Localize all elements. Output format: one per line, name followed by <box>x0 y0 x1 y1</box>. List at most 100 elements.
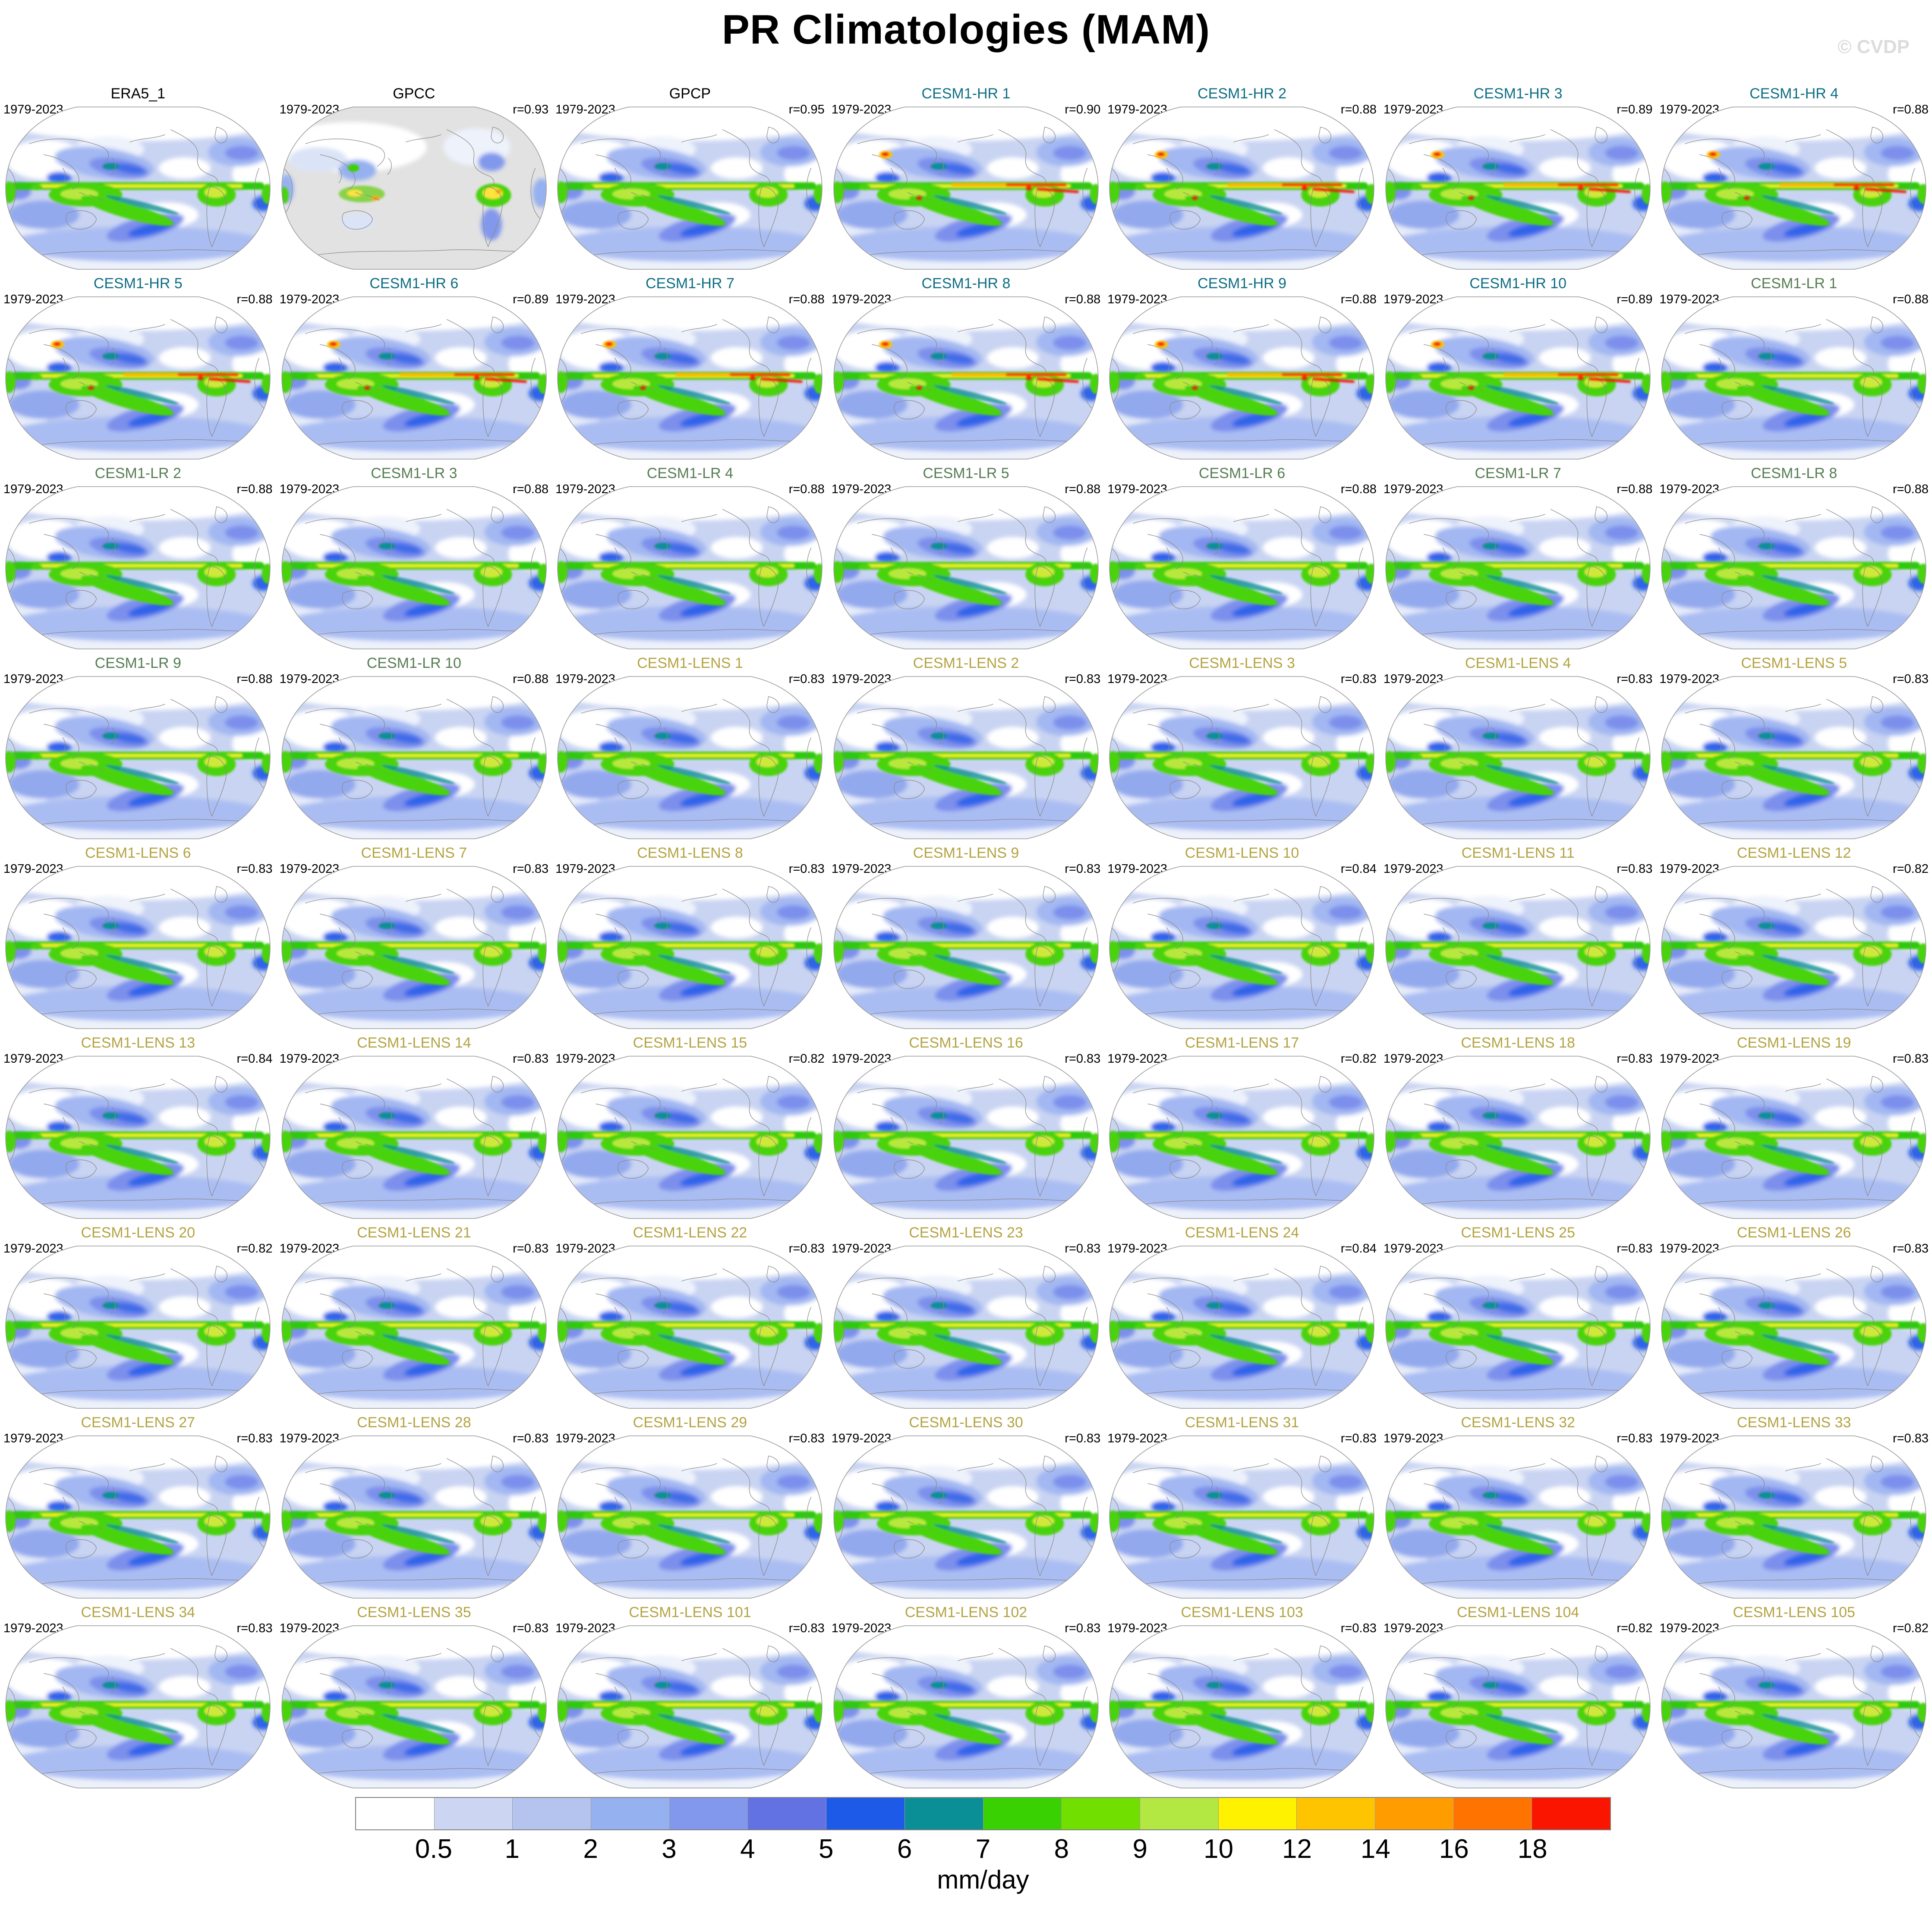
colorbar-segment <box>748 1798 827 1829</box>
panel-r-value: r=0.82 <box>1892 1621 1929 1635</box>
panel-period: 1979-2023 <box>1659 482 1720 496</box>
panel-r-value: r=0.83 <box>788 1621 825 1635</box>
colorbar-segment <box>434 1798 513 1829</box>
panel-title: CESM1-LR 5 <box>923 465 1009 482</box>
panel-r-value: r=0.83 <box>788 672 825 686</box>
map-panel: CESM1-LENS 102 1979-2023 r=0.83 <box>828 1602 1104 1791</box>
panel-r-value: r=0.89 <box>1617 293 1653 306</box>
panel-r-value: r=0.88 <box>513 482 549 496</box>
map-panel: CESM1-LENS 35 1979-2023 r=0.83 <box>276 1602 552 1791</box>
colorbar-tick-label: 7 <box>975 1834 991 1864</box>
colorbar-tick-label: 5 <box>819 1834 834 1864</box>
panel-r-value: r=0.83 <box>236 862 273 876</box>
world-precip-map <box>1382 1624 1654 1790</box>
colorbar-tick-label: 2 <box>583 1834 598 1864</box>
panel-period: 1979-2023 <box>555 1052 615 1066</box>
panel-period: 1979-2023 <box>1107 1052 1167 1066</box>
panel-title: CESM1-LENS 33 <box>1737 1414 1851 1431</box>
panel-r-value: r=0.83 <box>1065 1432 1101 1445</box>
world-precip-map <box>1658 295 1930 461</box>
map-panel: CESM1-LENS 10 1979-2023 r=0.84 <box>1104 842 1380 1032</box>
panel-r-value: r=0.83 <box>1340 1621 1377 1635</box>
panel-period: 1979-2023 <box>1659 103 1720 116</box>
panel-period: 1979-2023 <box>1659 672 1720 686</box>
colorbar-tick-label: 9 <box>1132 1834 1147 1864</box>
map-panel: CESM1-LR 4 1979-2023 r=0.88 <box>552 463 828 652</box>
panel-title: CESM1-HR 1 <box>921 85 1011 102</box>
panel-period: 1979-2023 <box>279 862 340 876</box>
panel-title: CESM1-LR 8 <box>1751 465 1837 482</box>
panel-period: 1979-2023 <box>831 862 892 876</box>
panel-period: 1979-2023 <box>3 1621 63 1635</box>
panel-title: CESM1-LENS 23 <box>909 1224 1023 1241</box>
panel-r-value: r=0.83 <box>1340 1432 1377 1445</box>
panel-r-value: r=0.83 <box>513 1621 549 1635</box>
world-precip-map <box>1658 1434 1930 1600</box>
map-panel: CESM1-HR 1 1979-2023 r=0.90 <box>828 83 1104 273</box>
panel-title: CESM1-LR 9 <box>95 655 181 671</box>
panel-r-value: r=0.83 <box>1617 672 1653 686</box>
colorbar-segment <box>826 1798 905 1829</box>
panel-period: 1979-2023 <box>3 862 63 876</box>
world-precip-map <box>1106 485 1378 651</box>
map-panel: CESM1-LENS 23 1979-2023 r=0.83 <box>828 1222 1104 1412</box>
panel-title: CESM1-LENS 21 <box>357 1224 471 1241</box>
world-precip-map <box>2 675 274 840</box>
panel-r-value: r=0.88 <box>1892 103 1929 116</box>
panel-period: 1979-2023 <box>279 1052 340 1066</box>
panel-period: 1979-2023 <box>279 1242 340 1256</box>
world-precip-map <box>1658 675 1930 840</box>
map-panel: CESM1-LR 7 1979-2023 r=0.88 <box>1380 463 1656 652</box>
map-panel: CESM1-LENS 16 1979-2023 r=0.83 <box>828 1032 1104 1222</box>
panel-period: 1979-2023 <box>555 293 615 306</box>
panel-r-value: r=0.88 <box>1065 293 1101 306</box>
panel-title: CESM1-LENS 101 <box>629 1604 751 1621</box>
world-precip-map <box>1382 1244 1654 1410</box>
map-panel: CESM1-LENS 104 1979-2023 r=0.82 <box>1380 1602 1656 1791</box>
panel-title: CESM1-LENS 1 <box>637 655 743 671</box>
colorbar-segment <box>1218 1798 1297 1829</box>
panel-r-value: r=0.88 <box>1340 103 1377 116</box>
panel-period: 1979-2023 <box>279 1621 340 1635</box>
world-precip-map <box>1658 865 1930 1030</box>
map-panel: CESM1-LENS 7 1979-2023 r=0.83 <box>276 842 552 1032</box>
panel-period: 1979-2023 <box>831 1052 892 1066</box>
map-panel: CESM1-LR 5 1979-2023 r=0.88 <box>828 463 1104 652</box>
world-precip-map <box>554 1624 826 1790</box>
panel-title: CESM1-LENS 105 <box>1733 1604 1855 1621</box>
panel-title: CESM1-HR 4 <box>1749 85 1839 102</box>
panel-r-value: r=0.90 <box>1065 103 1101 116</box>
colorbar-segment <box>669 1798 748 1829</box>
panel-r-value: r=0.88 <box>1892 293 1929 306</box>
map-panel: CESM1-LENS 30 1979-2023 r=0.83 <box>828 1412 1104 1602</box>
colorbar-segment <box>591 1798 670 1829</box>
world-precip-map <box>1106 1244 1378 1410</box>
panel-title: CESM1-LR 7 <box>1475 465 1561 482</box>
map-panel: CESM1-LENS 21 1979-2023 r=0.83 <box>276 1222 552 1412</box>
panel-r-value: r=0.83 <box>1892 1052 1929 1066</box>
world-precip-map <box>1382 485 1654 651</box>
panel-title: CESM1-LENS 20 <box>81 1224 195 1241</box>
panel-period: 1979-2023 <box>3 1432 63 1445</box>
map-panel: CESM1-LENS 11 1979-2023 r=0.83 <box>1380 842 1656 1032</box>
map-panel: CESM1-LENS 32 1979-2023 r=0.83 <box>1380 1412 1656 1602</box>
panel-period: 1979-2023 <box>1659 1621 1720 1635</box>
map-panel: CESM1-HR 5 1979-2023 r=0.88 <box>0 273 276 463</box>
panel-title: GPCP <box>669 85 711 102</box>
map-panel: CESM1-HR 7 1979-2023 r=0.88 <box>552 273 828 463</box>
panel-title: CESM1-LENS 13 <box>81 1035 195 1051</box>
colorbar-tick-label: 6 <box>897 1834 912 1864</box>
panel-r-value: r=0.84 <box>1340 1242 1377 1256</box>
panel-title: CESM1-LENS 103 <box>1181 1604 1303 1621</box>
panel-r-value: r=0.84 <box>236 1052 273 1066</box>
world-precip-map <box>2 865 274 1030</box>
map-panel: CESM1-HR 2 1979-2023 r=0.88 <box>1104 83 1380 273</box>
panel-title: CESM1-LENS 102 <box>905 1604 1027 1621</box>
panel-r-value: r=0.88 <box>1340 482 1377 496</box>
panel-r-value: r=0.83 <box>236 1621 273 1635</box>
panel-grid: ERA5_1 1979-2023 GPCC 1979-2023 r=0.93 G… <box>0 83 1932 1791</box>
panel-period: 1979-2023 <box>279 482 340 496</box>
panel-r-value: r=0.88 <box>788 293 825 306</box>
panel-title: CESM1-LENS 25 <box>1461 1224 1575 1241</box>
world-precip-map <box>278 485 550 651</box>
